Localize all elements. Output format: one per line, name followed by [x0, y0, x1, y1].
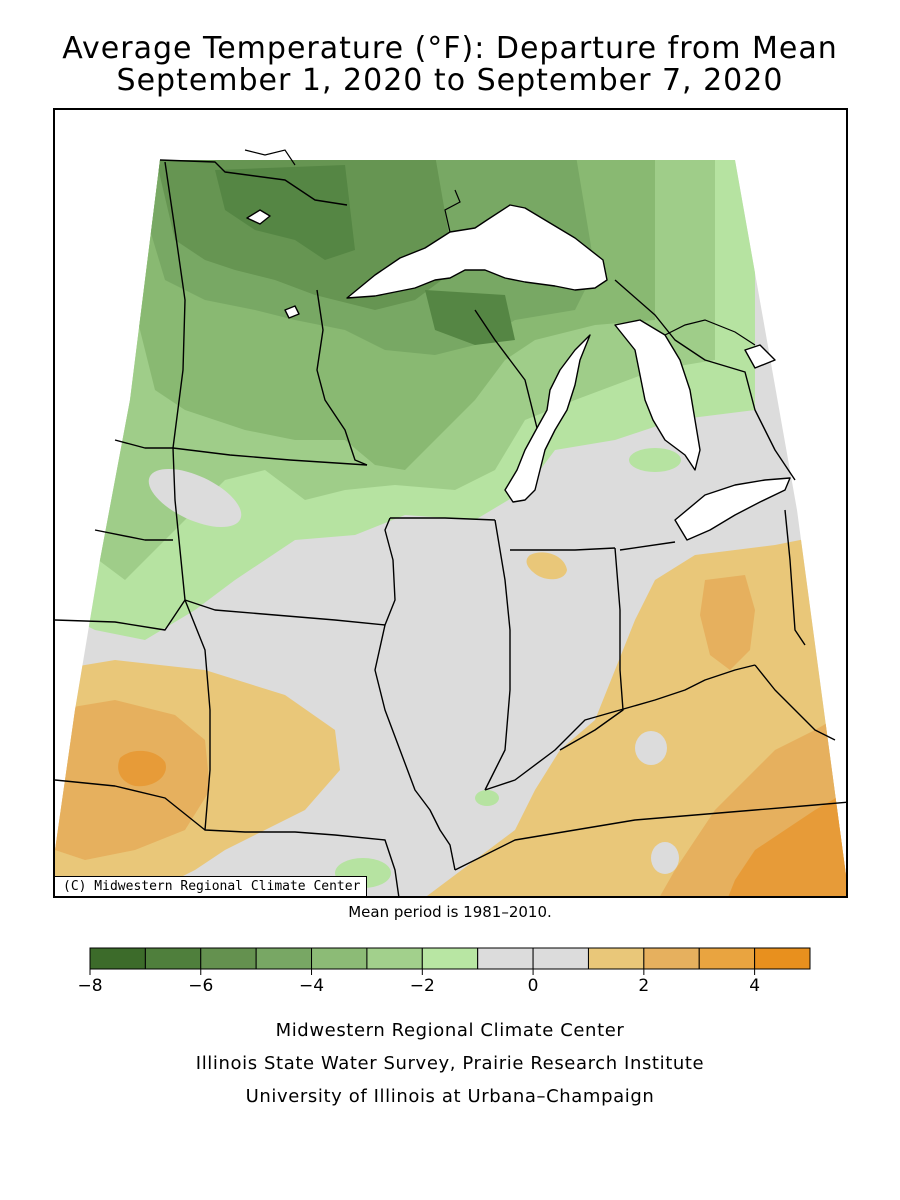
legend-tick-label: −8: [77, 976, 102, 996]
legend-tick-label: −6: [188, 976, 213, 996]
cool-zone-minus-1: [475, 790, 499, 806]
lake-superior: [346, 204, 608, 299]
lake-of-the-woods: [246, 209, 271, 225]
legend-bin: [587, 947, 645, 970]
northern-shoreline: [244, 149, 756, 346]
legend-bin: [698, 947, 756, 970]
legend-tick-label: 2: [638, 976, 649, 996]
legend-ticks: −8 −6 −4 −2 0 2 4: [77, 969, 760, 996]
legend-bin: [643, 947, 700, 970]
legend-tick-label: 0: [528, 976, 539, 996]
lake-erie: [674, 477, 791, 541]
footer-org: Midwestern Regional Climate Center: [275, 1020, 625, 1041]
legend-bin: [532, 947, 589, 970]
lake-ontario: [744, 344, 776, 369]
warm-zone-plus-2: [700, 575, 755, 670]
map-date-range: September 1, 2020 to September 7, 2020: [116, 63, 784, 98]
legend-bin: [477, 947, 534, 970]
map-title: Average Temperature (°F): Departure from…: [62, 31, 838, 66]
legend-bin: [89, 947, 146, 970]
legend-bin: [144, 947, 202, 970]
temperature-departure-map: [55, 149, 846, 896]
footer-survey: Illinois State Water Survey, Prairie Res…: [195, 1053, 705, 1074]
great-lakes: [246, 204, 791, 541]
warm-zone-plus-3: [118, 750, 166, 787]
color-legend: −8 −6 −4 −2 0 2 4: [77, 947, 811, 996]
legend-bin: [311, 947, 368, 970]
legend-tick-label: −4: [299, 976, 324, 996]
legend-tick-label: 4: [749, 976, 760, 996]
mean-period-note: Mean period is 1981–2010.: [348, 903, 552, 921]
legend-bins: [89, 947, 811, 970]
cool-zone-minus-1: [629, 448, 681, 472]
warm-zone-plus-1: [526, 552, 567, 580]
state-boundaries: [55, 159, 846, 896]
legend-bin: [200, 947, 257, 970]
neutral-zone: [651, 842, 679, 874]
cool-zone-minus-6: [215, 165, 355, 260]
lake-huron: [614, 319, 701, 471]
neutral-zone: [635, 731, 667, 765]
map-panel: (C) Midwestern Regional Climate Center: [53, 108, 848, 898]
neutral-zone: [148, 468, 242, 528]
legend-tick-label: −2: [410, 976, 435, 996]
legend-bin: [366, 947, 423, 970]
legend-bin: [421, 947, 479, 970]
warm-zone-plus-3: [725, 790, 846, 896]
footer-university: University of Illinois at Urbana–Champai…: [245, 1086, 655, 1107]
red-lake: [284, 305, 300, 319]
legend-bin: [754, 947, 811, 970]
cool-zone-minus-6: [425, 290, 515, 345]
legend-bin: [255, 947, 313, 970]
map-credit: (C) Midwestern Regional Climate Center: [55, 876, 368, 896]
